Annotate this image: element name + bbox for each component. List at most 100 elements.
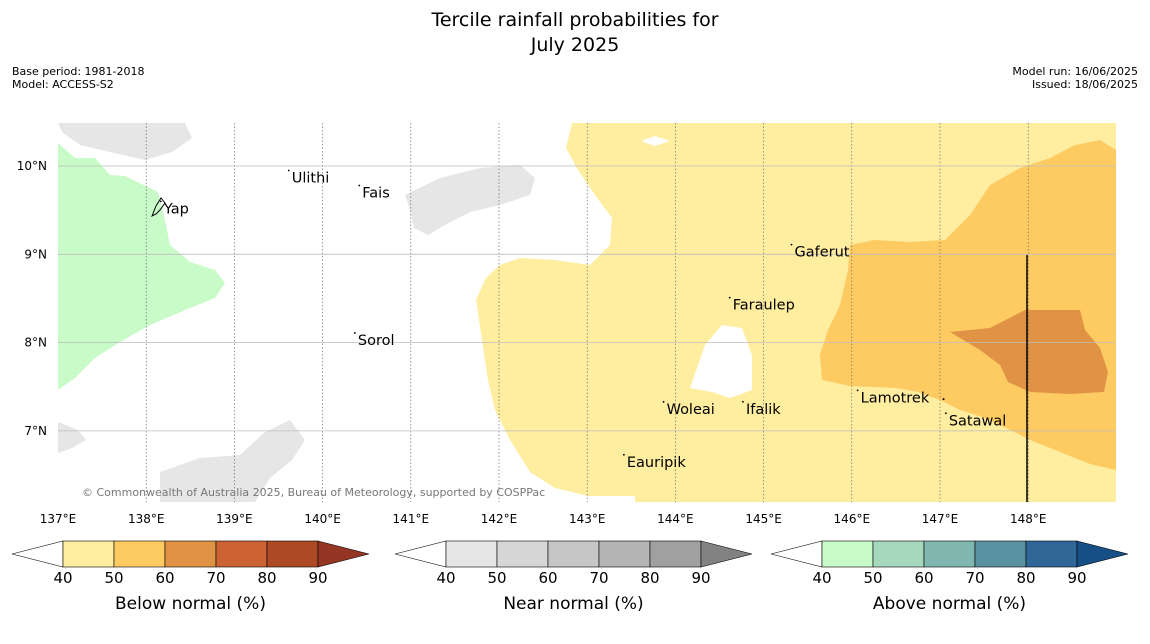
colorbar-segment — [215, 540, 268, 568]
near-normal-patch-sw — [58, 422, 86, 453]
colorbar-segment — [649, 540, 702, 568]
place-marker — [742, 400, 744, 403]
place-marker — [358, 184, 361, 187]
title-line-2: July 2025 — [530, 34, 620, 56]
place-marker — [287, 169, 290, 172]
colorbar-segment — [266, 540, 319, 568]
place-lamotrek: Lamotrek — [856, 389, 930, 406]
model-name: Model: ACCESS-S2 — [12, 78, 114, 91]
near-normal-patch-nw — [58, 123, 192, 160]
place-labels: Yap Ulithi Fais Sorol Gaferut Faraulep Woleai I… — [159, 169, 1006, 471]
place-satawal: Satawal — [944, 412, 1006, 429]
place-marker — [728, 296, 731, 299]
colorbar-tick-label: 60 — [155, 569, 174, 587]
latitude-label: 7°N — [24, 424, 47, 438]
meta-left: Base period: 1981-2018 Model: ACCESS-S2 — [12, 65, 144, 91]
colorbar-segment — [821, 540, 874, 568]
longitude-label: 139°E — [216, 512, 253, 526]
colorbar-label: Near normal (%) — [503, 594, 643, 614]
colorbar-segment — [923, 540, 976, 568]
colorbar-tick-label: 40 — [812, 569, 831, 587]
colorbar-min-extension — [770, 540, 823, 568]
longitude-label: 140°E — [304, 512, 341, 526]
place-label: Fais — [362, 185, 389, 201]
longitude-label: 141°E — [393, 512, 430, 526]
place-label: Gaferut — [794, 245, 849, 261]
issued-date: Issued: 18/06/2025 — [1031, 78, 1138, 91]
longitude-label: 145°E — [745, 512, 782, 526]
colorbar-tick-label: 50 — [104, 569, 123, 587]
colorbar-label: Below normal (%) — [115, 594, 266, 614]
place-label: Yap — [163, 201, 189, 217]
gridlines — [58, 123, 1116, 502]
colorbar-tick-label: 90 — [308, 569, 327, 587]
colorbar-segment — [62, 540, 115, 568]
place-label: Woleai — [667, 402, 715, 418]
yap-island-outline — [151, 197, 166, 218]
colorbar-tick-label: 60 — [914, 569, 933, 587]
above-normal-patch-west — [58, 143, 225, 390]
title-line-1: Tercile rainfall probabilities for — [431, 9, 719, 31]
colorbar-segment — [445, 540, 498, 568]
place-faraulep: Faraulep — [728, 296, 795, 314]
colorbar-segment — [547, 540, 600, 568]
colorbar-tick-label: 70 — [965, 569, 984, 587]
colorbar-tick-label: 50 — [863, 569, 882, 587]
colorbar-min-extension — [394, 540, 447, 568]
place-label: Sorol — [358, 333, 395, 349]
colorbar-tick-label: 70 — [589, 569, 608, 587]
model-run: Model run: 16/06/2025 — [1012, 65, 1138, 78]
place-ifalik: Ifalik — [742, 400, 781, 418]
place-marker — [159, 200, 162, 203]
colorbar-tick-label: 60 — [538, 569, 557, 587]
colorbar-segment — [496, 540, 549, 568]
axis-labels: 137°E 138°E 139°E 140°E 141°E 142°E 143°E 144°E… — [17, 159, 1047, 526]
longitude-label: 144°E — [657, 512, 694, 526]
colorbar-tick-label: 40 — [436, 569, 455, 587]
place-marker — [944, 412, 947, 415]
atoll-marker — [942, 398, 945, 401]
colorbar-max-extension — [700, 540, 753, 568]
colorbar-max-extension — [317, 540, 370, 568]
colorbar-label: Above normal (%) — [873, 594, 1026, 614]
place-label: Ifalik — [746, 402, 781, 418]
place-label: Satawal — [949, 413, 1006, 429]
place-sorol: Sorol — [353, 332, 395, 349]
latitude-label: 9°N — [24, 247, 47, 261]
longitude-label: 147°E — [922, 512, 959, 526]
colorbar-tick-label: 90 — [691, 569, 710, 587]
colorbar-tick-label: 40 — [53, 569, 72, 587]
below-normal-60-region — [950, 310, 1108, 394]
low-probability-hole-north — [641, 136, 670, 146]
place-eauripik: Eauripik — [622, 453, 686, 471]
low-probability-hole-woleai — [690, 325, 752, 398]
colorbar-3: 40 50 60 70 80 90 Above normal (%) — [770, 540, 1129, 614]
map-title: Tercile rainfall probabilities for July … — [0, 8, 1150, 58]
colorbar-segment — [113, 540, 166, 568]
colorbar-segment — [872, 540, 925, 568]
colorbars: 40 50 60 70 80 90 Below normal (%) 40 50 60 70 80 90… — [11, 540, 1129, 614]
place-yap: Yap — [159, 200, 189, 217]
colorbar-2: 40 50 60 70 80 90 Near normal (%) — [394, 540, 753, 614]
longitude-label: 148°E — [1010, 512, 1047, 526]
longitude-label: 143°E — [569, 512, 606, 526]
place-label: Lamotrek — [861, 390, 930, 406]
place-gaferut: Gaferut — [790, 243, 850, 261]
near-normal-patch-south — [160, 420, 305, 502]
place-fais: Fais — [358, 184, 390, 201]
place-label: Faraulep — [733, 298, 795, 314]
colorbar-1: 40 50 60 70 80 90 Below normal (%) — [11, 540, 370, 614]
colorbar-tick-label: 80 — [640, 569, 659, 587]
colorbar-tick-label: 80 — [257, 569, 276, 587]
place-marker — [790, 243, 793, 246]
place-label: Ulithi — [292, 170, 330, 186]
place-ulithi: Ulithi — [287, 169, 330, 186]
colorbar-segment — [164, 540, 217, 568]
longitude-label: 142°E — [481, 512, 518, 526]
place-marker — [662, 400, 665, 403]
longitude-label: 138°E — [128, 512, 165, 526]
copyright-note: © Commonwealth of Australia 2025, Bureau… — [82, 486, 545, 499]
longitude-label: 137°E — [40, 512, 77, 526]
near-normal-patch-center — [405, 165, 535, 235]
